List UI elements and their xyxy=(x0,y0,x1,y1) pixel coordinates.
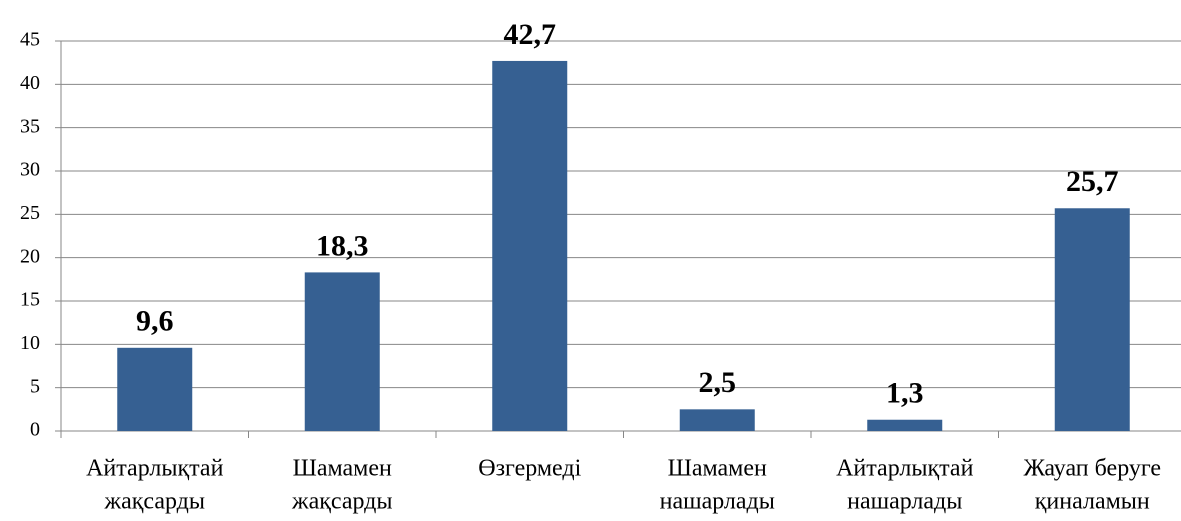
data-label: 9,6 xyxy=(136,305,174,338)
bar xyxy=(679,409,755,431)
y-tick-label: 45 xyxy=(20,29,40,51)
x-tick-label: қиналамын xyxy=(1035,489,1150,515)
y-tick-label: 40 xyxy=(20,72,40,94)
y-tick-label: 10 xyxy=(20,332,40,354)
x-tick-label: жақсарды xyxy=(103,489,205,515)
y-tick-label: 20 xyxy=(20,245,40,267)
x-tick-label: Шамамен xyxy=(668,456,767,482)
x-tick-label: Шамамен xyxy=(293,456,392,482)
x-tick-label: жақсарды xyxy=(291,489,393,515)
y-tick-label: 15 xyxy=(20,289,40,311)
y-tick-label: 25 xyxy=(20,202,40,224)
bar xyxy=(492,60,568,431)
x-tick-label: Айтарлықтай xyxy=(86,456,223,482)
bar xyxy=(117,347,193,431)
x-tick-label: Жауап беруге xyxy=(1023,456,1161,482)
x-tick-label: нашарлады xyxy=(847,489,962,515)
data-label: 25,7 xyxy=(1066,165,1119,198)
y-tick-label: 0 xyxy=(30,419,40,441)
x-tick-label: нашарлады xyxy=(660,489,775,515)
data-label: 1,3 xyxy=(886,377,924,410)
data-label: 2,5 xyxy=(699,366,737,399)
y-tick-label: 5 xyxy=(30,375,40,397)
data-label: 18,3 xyxy=(316,229,369,262)
bar xyxy=(867,419,943,431)
data-label: 42,7 xyxy=(504,18,557,51)
bar xyxy=(1054,208,1130,431)
y-tick-label: 35 xyxy=(20,115,40,137)
x-tick-label: Айтарлықтай xyxy=(836,456,973,482)
bar xyxy=(304,272,380,431)
y-tick-label: 30 xyxy=(20,159,40,181)
x-tick-label: Өзгермеді xyxy=(478,456,581,482)
